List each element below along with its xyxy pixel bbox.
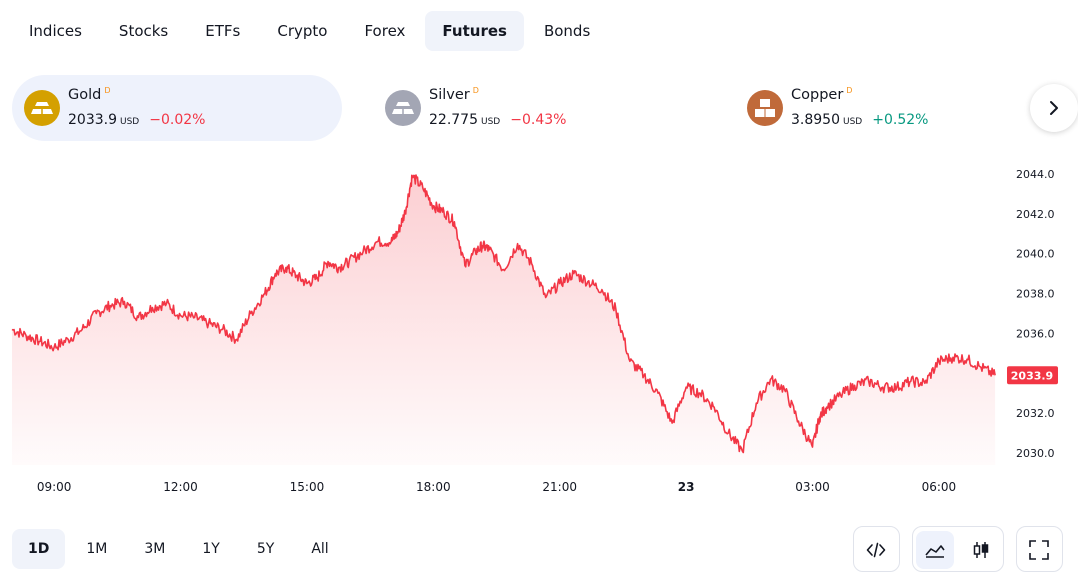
ticker-change: +0.52% (872, 112, 929, 128)
price-area (12, 175, 996, 465)
fullscreen-button[interactable] (1020, 531, 1058, 569)
y-tick-label: 2042.0 (1016, 208, 1055, 221)
tab-crypto[interactable]: Crypto (277, 22, 328, 40)
x-tick-label: 12:00 (163, 480, 198, 494)
x-tick-label: 06:00 (922, 480, 957, 494)
copper-bars-icon (747, 90, 783, 126)
embed-button[interactable] (857, 531, 895, 569)
ticker-price: 3.8950 (791, 112, 840, 128)
tab-indices[interactable]: Indices (29, 22, 82, 40)
ticker-name: Silver (429, 86, 470, 103)
range-1d[interactable]: 1D (12, 529, 66, 569)
y-tick-label: 2032.0 (1016, 407, 1055, 420)
y-tick-label: 2038.0 (1016, 288, 1055, 301)
code-icon (866, 542, 886, 558)
gold-bars-icon (24, 90, 60, 126)
ticker-name: Copper (791, 86, 844, 103)
tab-stocks[interactable]: Stocks (118, 22, 169, 40)
chevron-right-icon (1050, 101, 1058, 115)
tab-bonds[interactable]: Bonds (543, 22, 591, 40)
range-5y[interactable]: 5Y (256, 541, 275, 557)
x-tick-label: 18:00 (416, 480, 451, 494)
market-tabs: Indices Stocks ETFs Crypto Forex Futures… (12, 11, 610, 51)
ticker-silver[interactable]: Silver D 22.775 USD −0.43% (373, 75, 703, 141)
next-tickers-button[interactable] (1030, 84, 1078, 132)
candle-chart-button[interactable] (962, 531, 1000, 569)
ticker-gold[interactable]: Gold D 2033.9 USD −0.02% (12, 75, 342, 141)
ticker-unit: USD (481, 117, 501, 127)
price-line (11, 174, 996, 454)
ticker-change: −0.43% (510, 112, 567, 128)
x-tick-label: 09:00 (37, 480, 72, 494)
x-tick-label: 23 (678, 480, 695, 494)
tab-futures[interactable]: Futures (425, 11, 524, 51)
x-tick-label: 15:00 (290, 480, 325, 494)
candlestick-icon (973, 542, 989, 558)
ticker-change: −0.02% (149, 112, 206, 128)
ticker-copper[interactable]: Copper D 3.8950 USD +0.52% (735, 75, 1065, 141)
tab-forex[interactable]: Forex (364, 22, 406, 40)
range-all[interactable]: All (311, 541, 329, 557)
fullscreen-icon (1029, 540, 1049, 560)
delay-flag: D (104, 86, 111, 95)
range-3m[interactable]: 3M (144, 541, 166, 557)
ticker-name: Gold (68, 86, 102, 103)
embed-tool (853, 526, 900, 572)
ticker-price: 2033.9 (68, 112, 117, 128)
price-chart[interactable]: 2030.02032.02034.02036.02038.02040.02042… (0, 150, 1078, 500)
area-chart-button[interactable] (916, 531, 954, 569)
tab-etfs[interactable]: ETFs (205, 22, 241, 40)
x-tick-label: 03:00 (795, 480, 830, 494)
y-tick-label: 2044.0 (1016, 168, 1055, 181)
chart-style-toggle (912, 526, 1004, 572)
y-tick-label: 2040.0 (1016, 248, 1055, 261)
ticker-price: 22.775 (429, 112, 478, 128)
x-tick-label: 21:00 (542, 480, 577, 494)
delay-flag: D (472, 86, 479, 95)
area-chart-icon (925, 545, 945, 558)
range-selector: 1D 1M 3M 1Y 5Y All (12, 529, 350, 569)
silver-bars-icon (385, 90, 421, 126)
last-price-label: 2033.9 (1011, 369, 1053, 382)
y-tick-label: 2036.0 (1016, 327, 1055, 340)
ticker-unit: USD (120, 117, 140, 127)
ticker-unit: USD (843, 117, 863, 127)
fullscreen-tool (1016, 526, 1063, 572)
delay-flag: D (846, 86, 853, 95)
y-tick-label: 2030.0 (1016, 447, 1055, 460)
range-1y[interactable]: 1Y (202, 541, 220, 557)
last-price-badge (1007, 366, 1058, 385)
range-1m[interactable]: 1M (86, 541, 108, 557)
